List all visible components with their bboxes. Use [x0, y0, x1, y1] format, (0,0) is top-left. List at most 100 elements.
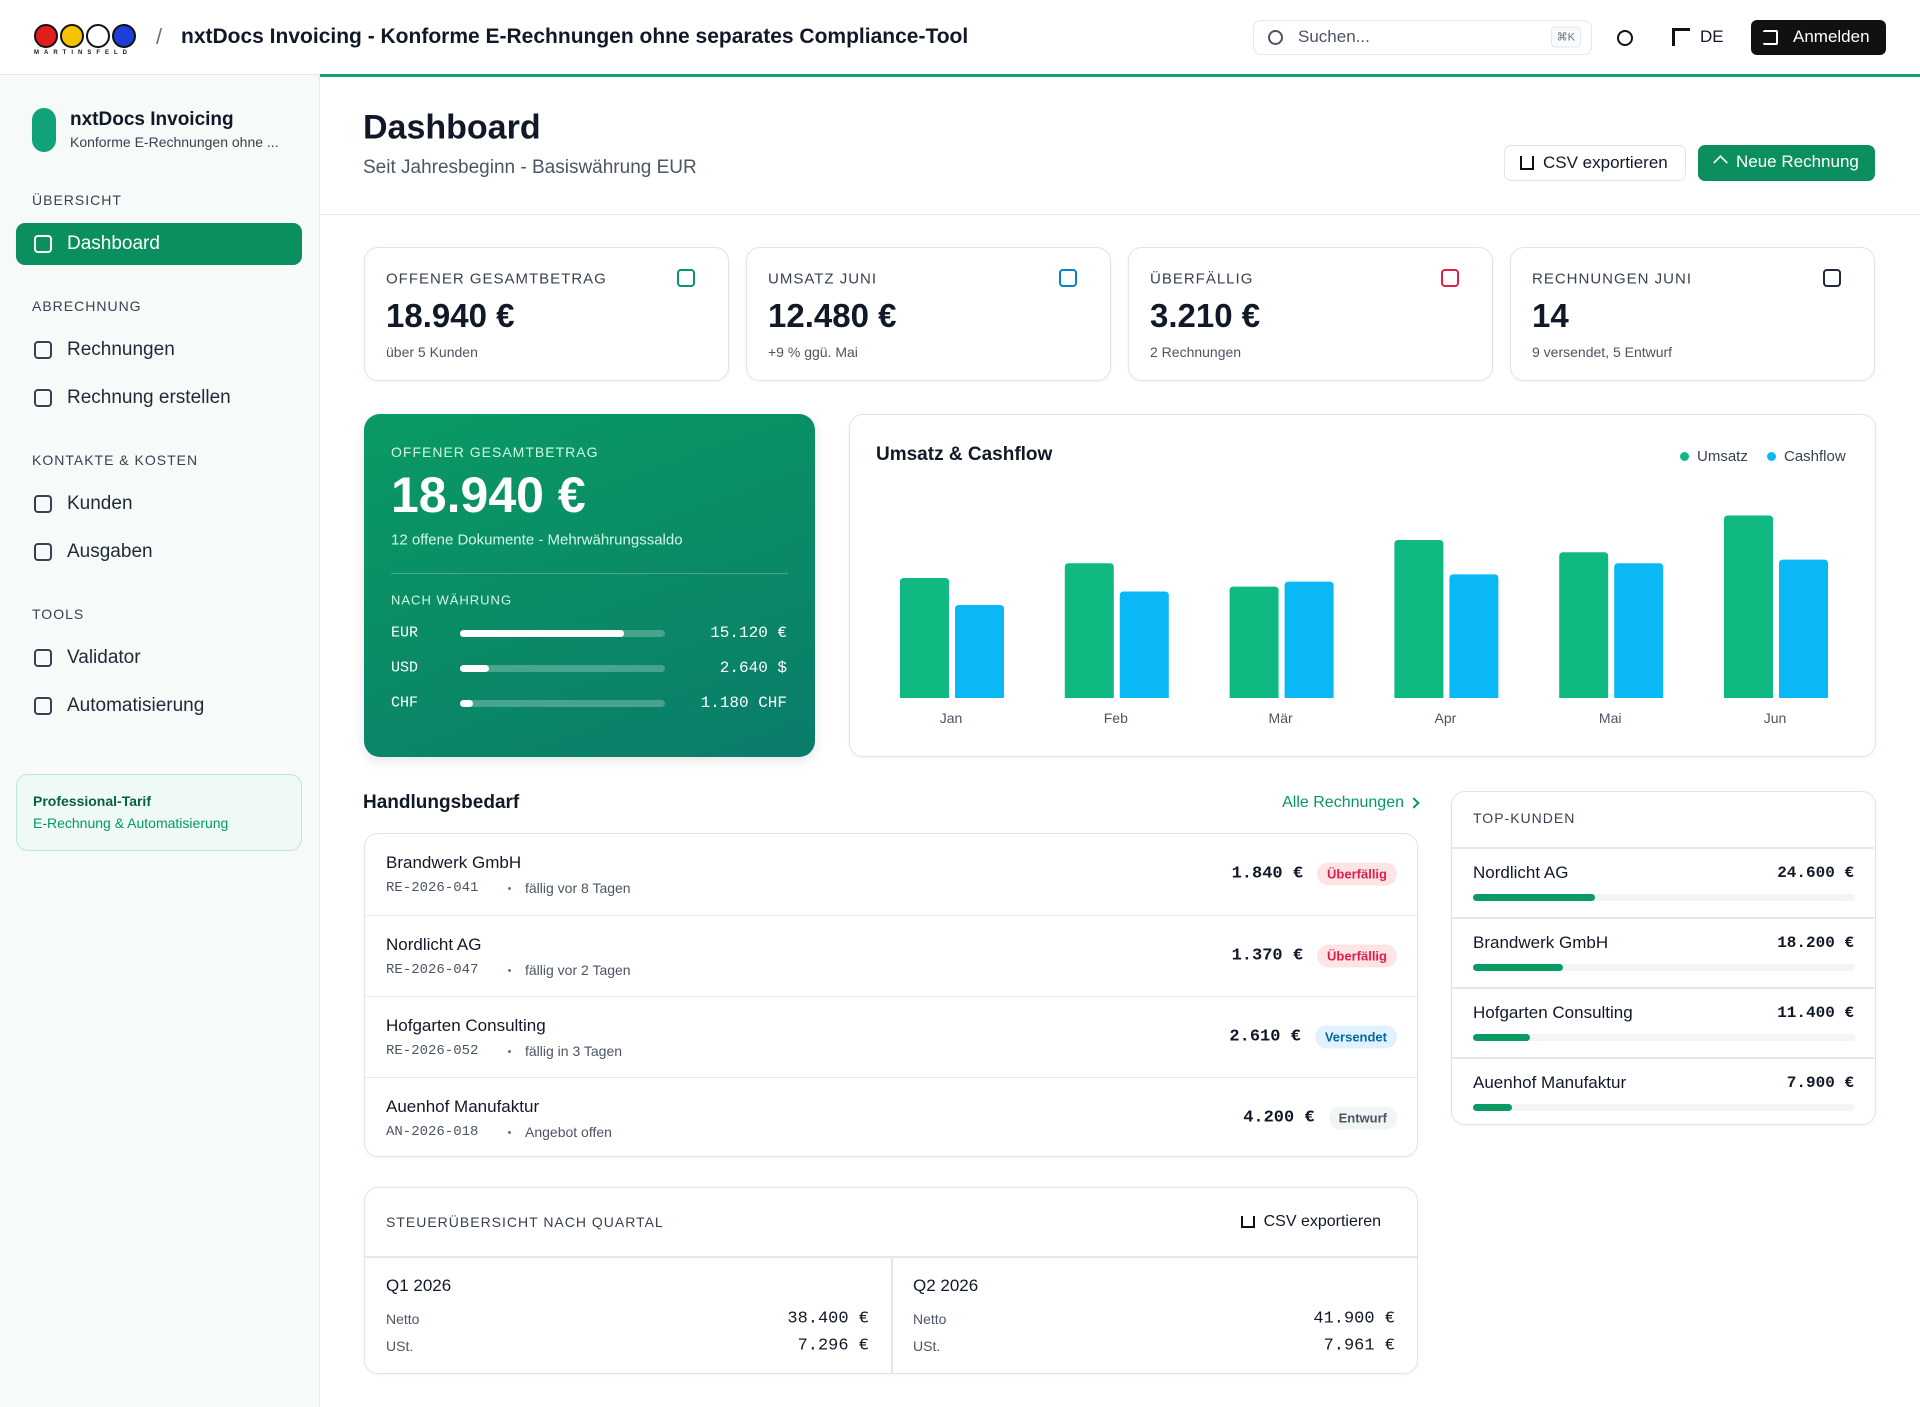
bar	[1559, 552, 1609, 698]
customer-name: Brandwerk GmbH	[1473, 933, 1609, 952]
search-box[interactable]: Suchen... ⌘K	[1253, 20, 1592, 55]
all-invoices-link[interactable]: Alle Rechnungen	[1282, 794, 1420, 812]
legend-dot	[1680, 451, 1689, 461]
invoice-number: AN-2026-018	[386, 1124, 479, 1140]
kpi-label: ÜBERFÄLLIG	[1150, 270, 1254, 288]
download-icon	[1520, 156, 1534, 170]
bar	[1394, 540, 1444, 698]
row-divider	[1452, 847, 1874, 849]
sidebar	[0, 75, 320, 1407]
invoice-number: RE-2026-047	[386, 962, 479, 978]
kpi-note: +9 % ggü. Mai	[768, 344, 858, 360]
page-title: Dashboard	[363, 108, 541, 147]
icon	[34, 543, 52, 561]
customer-name: Nordlicht AG	[1473, 863, 1569, 882]
divider	[391, 573, 788, 574]
tax-value: 38.400 €	[787, 1309, 869, 1329]
language[interactable]: DE	[1700, 27, 1724, 46]
invoice-number: RE-2026-041	[386, 880, 479, 896]
customer-track	[1473, 894, 1855, 901]
action-row[interactable]: Nordlicht AG RE-2026-047 fällig vor 2 Tage…	[365, 915, 1417, 996]
plan-card	[16, 774, 302, 851]
x-tick-label: Mai	[1599, 710, 1622, 726]
export-button[interactable]: CSV exportieren	[1504, 145, 1686, 181]
login-icon	[1763, 30, 1778, 45]
customer-bar	[1473, 964, 1564, 971]
bar	[1064, 563, 1114, 698]
separator: /	[156, 24, 163, 49]
tax-value: 41.900 €	[1313, 1309, 1395, 1329]
nav-item[interactable]: Rechnung erstellen	[67, 387, 231, 408]
customer-amount: 7.900 €	[1786, 1074, 1854, 1092]
customer-track	[1473, 1034, 1855, 1041]
logo-dot	[86, 24, 110, 48]
status-badge: Versendet	[1314, 1025, 1397, 1049]
icon	[34, 649, 52, 667]
currency-track	[460, 665, 665, 672]
customer-bar	[1473, 1034, 1530, 1041]
customer-track	[1473, 1104, 1855, 1111]
section-title: ABRECHNUNG	[32, 298, 142, 314]
chart-card: Umsatz & Cashflow Umsatz Cashflow Jan Feb Mär…	[849, 414, 1876, 757]
export-label: CSV exportieren	[1263, 1213, 1381, 1230]
legend-item: Umsatz	[1680, 447, 1748, 465]
nav-item[interactable]: Dashboard	[67, 233, 160, 254]
due-info: fällig vor 8 Tagen	[525, 880, 631, 896]
chart-title: Umsatz & Cashflow	[876, 444, 1053, 465]
status-badge: Entwurf	[1328, 1106, 1397, 1130]
currency-title: NACH WÄHRUNG	[391, 592, 513, 608]
nav-item[interactable]: Ausgaben	[67, 541, 153, 562]
chart-plot: Jan Feb Mär Apr Mai Jun	[900, 515, 1828, 726]
theme-toggle[interactable]	[1617, 30, 1633, 46]
kpi-card: OFFENER GESAMTBETRAG 18.940 € über 5 Kunde…	[364, 247, 729, 381]
kpi-label: RECHNUNGEN JUNI	[1532, 270, 1693, 288]
bar	[900, 577, 949, 698]
row-right: 2.610 € Versendet	[1229, 1025, 1397, 1049]
row-divider	[1452, 917, 1874, 919]
login-button[interactable]: Anmelden	[1751, 20, 1886, 55]
logo-dot	[34, 24, 58, 48]
bar	[955, 604, 1004, 698]
customer-bar	[1473, 1104, 1513, 1111]
section-title: KONTAKTE & KOSTEN	[32, 452, 199, 468]
card-title: STEUERÜBERSICHT NACH QUARTAL	[386, 1214, 664, 1230]
currency-amount: 15.120 €	[710, 624, 787, 642]
row-right: 4.200 € Entwurf	[1243, 1106, 1397, 1130]
nav-item[interactable]: Rechnungen	[67, 339, 175, 360]
dot-separator	[508, 887, 511, 890]
login-label: Anmelden	[1793, 27, 1870, 46]
bar	[1724, 515, 1773, 698]
customer-track	[1473, 964, 1855, 971]
status-badge: Überfällig	[1317, 862, 1397, 886]
open-total-card: OFFENER GESAMTBETRAG 18.940 € 12 offene Do…	[364, 414, 815, 757]
dot-separator	[508, 1050, 511, 1053]
action-row[interactable]: Auenhof Manufaktur AN-2026-018 Angebot off…	[365, 1077, 1417, 1156]
x-tick-label: Feb	[1104, 710, 1128, 726]
nav-item[interactable]: Validator	[67, 647, 141, 668]
icon	[1441, 269, 1459, 287]
kpi-card: UMSATZ JUNI 12.480 € +9 % ggü. Mai	[746, 247, 1111, 381]
invoice-number: RE-2026-052	[386, 1043, 479, 1059]
page-subtitle: Seit Jahresbeginn - Basiswährung EUR	[363, 157, 697, 178]
plan-subtitle: E-Rechnung & Automatisierung	[33, 815, 229, 831]
lang-icon	[1672, 28, 1690, 46]
icon	[34, 697, 52, 715]
action-row[interactable]: Hofgarten Consulting RE-2026-052 fällig in…	[365, 996, 1417, 1077]
new-invoice-button[interactable]: Neue Rechnung	[1698, 145, 1875, 181]
due-info: fällig vor 2 Tagen	[525, 962, 631, 978]
link-label: Alle Rechnungen	[1282, 794, 1404, 811]
currency-code: USD	[391, 659, 419, 677]
active-pill	[16, 223, 302, 265]
nav-item[interactable]: Automatisierung	[67, 695, 205, 716]
download-icon	[1240, 1216, 1255, 1228]
divider	[320, 214, 1920, 215]
tax-export[interactable]: CSV exportieren	[1240, 1213, 1381, 1231]
currency-bar	[460, 630, 624, 637]
tax-value: 7.961 €	[1323, 1336, 1395, 1356]
app-icon	[32, 108, 56, 152]
x-tick-label: Apr	[1435, 710, 1457, 726]
open-total-label: OFFENER GESAMTBETRAG	[391, 444, 599, 460]
action-row[interactable]: Brandwerk GmbH RE-2026-041 fällig vor 8 Ta…	[365, 834, 1417, 915]
nav-item[interactable]: Kunden	[67, 493, 133, 514]
